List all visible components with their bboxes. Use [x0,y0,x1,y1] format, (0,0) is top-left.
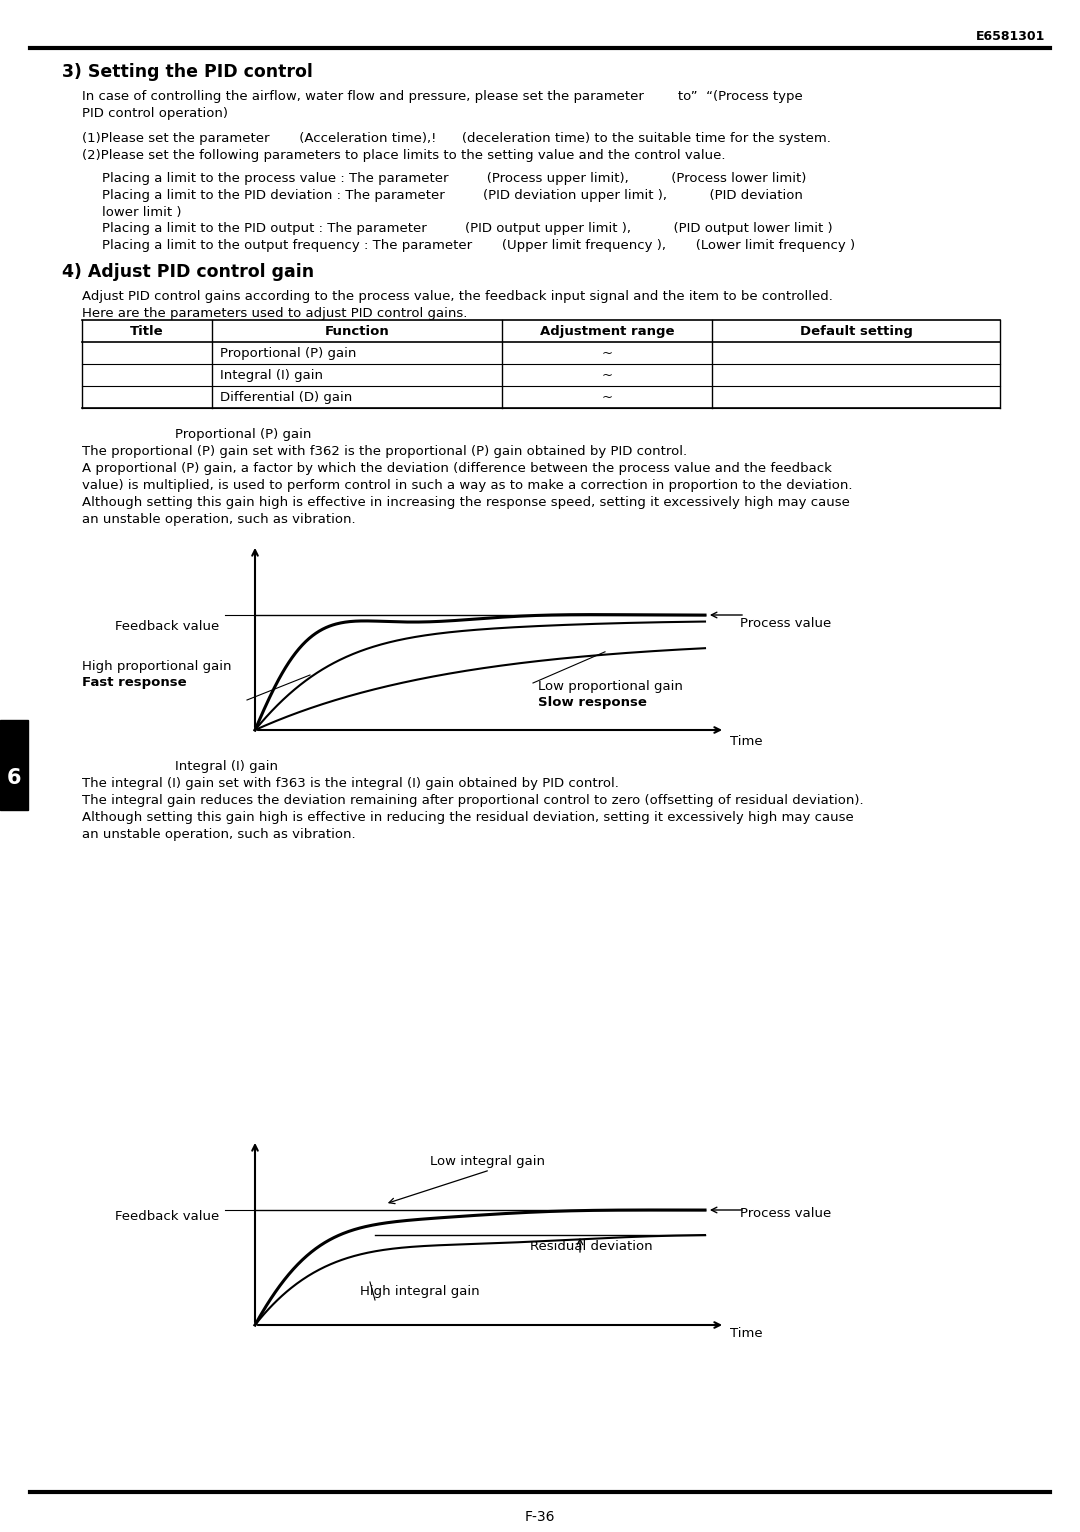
Text: Fast response: Fast response [82,676,187,689]
Text: Integral (I) gain: Integral (I) gain [175,760,278,774]
Bar [0,720,28,810]
Text: High proportional gain: High proportional gain [82,660,231,673]
Text: Feedback value: Feedback value [114,620,219,633]
Text: 4) Adjust PID control gain: 4) Adjust PID control gain [62,264,314,280]
Text: ~: ~ [602,348,612,360]
Text: Residual deviation: Residual deviation [530,1239,652,1253]
Text: Slow response: Slow response [538,696,647,709]
Text: Title: Title [131,325,164,339]
Text: Proportional (P) gain: Proportional (P) gain [175,427,311,441]
Text: E6581301: E6581301 [975,31,1045,43]
Text: ~: ~ [602,391,612,404]
Text: F-36: F-36 [525,1511,555,1524]
Text: Although setting this gain high is effective in reducing the residual deviation,: Although setting this gain high is effec… [82,810,854,824]
Text: 6: 6 [6,768,22,787]
Text: 3) Setting the PID control: 3) Setting the PID control [62,63,313,81]
Text: Low proportional gain: Low proportional gain [538,680,683,692]
Text: Low integral gain: Low integral gain [430,1155,545,1167]
Text: Here are the parameters used to adjust PID control gains.: Here are the parameters used to adjust P… [82,306,468,320]
Text: (2)Please set the following parameters to place limits to the setting value and : (2)Please set the following parameters t… [82,149,726,162]
Text: Placing a limit to the PID deviation : The parameter         (PID deviation uppe: Placing a limit to the PID deviation : T… [102,188,802,202]
Text: Although setting this gain high is effective in increasing the response speed, s: Although setting this gain high is effec… [82,496,850,509]
Text: A proportional (P) gain, a factor by which the deviation (difference between the: A proportional (P) gain, a factor by whi… [82,463,832,475]
Text: In case of controlling the airflow, water flow and pressure, please set the para: In case of controlling the airflow, wate… [82,90,802,103]
Text: value) is multiplied, is used to perform control in such a way as to make a corr: value) is multiplied, is used to perform… [82,480,852,492]
Text: Integral (I) gain: Integral (I) gain [220,369,323,381]
Text: Proportional (P) gain: Proportional (P) gain [220,348,356,360]
Text: Adjustment range: Adjustment range [540,325,674,339]
Text: Time: Time [730,735,762,748]
Text: Differential (D) gain: Differential (D) gain [220,391,352,404]
Text: PID control operation): PID control operation) [82,107,228,119]
Text: The integral gain reduces the deviation remaining after proportional control to : The integral gain reduces the deviation … [82,794,864,807]
Text: The proportional (P) gain set with f362 is the proportional (P) gain obtained by: The proportional (P) gain set with f362 … [82,444,687,458]
Text: The integral (I) gain set with f363 is the integral (I) gain obtained by PID con: The integral (I) gain set with f363 is t… [82,777,619,791]
Text: an unstable operation, such as vibration.: an unstable operation, such as vibration… [82,513,355,525]
Text: Default setting: Default setting [799,325,913,339]
Text: Time: Time [730,1327,762,1340]
Text: (1)Please set the parameter       (Acceleration time),!      (deceleration time): (1)Please set the parameter (Acceleratio… [82,132,831,146]
Text: an unstable operation, such as vibration.: an unstable operation, such as vibration… [82,827,355,841]
Text: Process value: Process value [740,617,832,630]
Text: Process value: Process value [740,1207,832,1219]
Text: Function: Function [325,325,390,339]
Text: High integral gain: High integral gain [360,1285,480,1298]
Text: Placing a limit to the output frequency : The parameter       (Upper limit frequ: Placing a limit to the output frequency … [102,239,855,251]
Text: ~: ~ [602,369,612,381]
Text: Feedback value: Feedback value [114,1210,219,1223]
Text: Adjust PID control gains according to the process value, the feedback input sign: Adjust PID control gains according to th… [82,290,833,303]
Text: lower limit ): lower limit ) [102,205,181,219]
Text: Placing a limit to the PID output : The parameter         (PID output upper limi: Placing a limit to the PID output : The … [102,222,833,234]
Text: Placing a limit to the process value : The parameter         (Process upper limi: Placing a limit to the process value : T… [102,172,807,185]
